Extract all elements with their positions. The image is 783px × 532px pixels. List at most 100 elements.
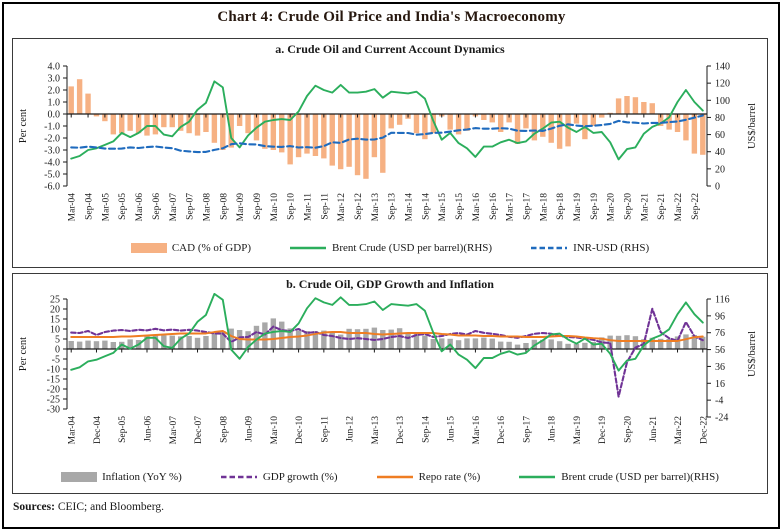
- svg-text:Mar-15: Mar-15: [438, 193, 448, 222]
- svg-text:Sep-17: Sep-17: [522, 193, 532, 220]
- svg-text:Jun-15: Jun-15: [447, 416, 457, 442]
- legend-swatch-line: [519, 475, 556, 479]
- svg-text:Dec-22: Dec-22: [699, 416, 709, 444]
- legend-item-repo-rate: Repo rate (%): [376, 471, 480, 483]
- svg-text:36: 36: [715, 362, 725, 373]
- panel-b-ylabel-left: Per cent: [18, 337, 29, 371]
- panel-a-line-inr-usd-rhs: [70, 114, 704, 154]
- svg-text:Jun-09: Jun-09: [245, 416, 255, 442]
- panel-b-chart: 25 20 15 10 5 0 -5 -10 -15 -20 -25 -30 116 96 76 56 36 16…: [13, 293, 767, 471]
- legend-swatch-bar: [61, 472, 98, 482]
- svg-text:4.0: 4.0: [48, 62, 61, 73]
- svg-text:Mar-07: Mar-07: [169, 193, 179, 222]
- svg-text:56: 56: [715, 345, 725, 356]
- svg-text:Mar-04: Mar-04: [68, 193, 78, 222]
- panel-a: a. Crude Oil and Current Account Dynamic…: [12, 38, 768, 268]
- svg-text:-3.0: -3.0: [44, 146, 60, 157]
- legend-swatch-line: [289, 246, 326, 250]
- svg-text:120: 120: [715, 79, 730, 90]
- svg-text:Jun-21: Jun-21: [649, 416, 659, 442]
- svg-text:Mar-16: Mar-16: [472, 193, 482, 222]
- legend-label: GDP growth (%): [262, 471, 338, 483]
- panel-a-legend: CAD (% of GDP) Brent Crude (USD per barre…: [13, 242, 767, 254]
- legend-label: Brent crude (USD per barrel)(RHS): [561, 471, 719, 483]
- legend-label: INR-USD (RHS): [573, 242, 650, 254]
- legend-swatch-line: [531, 246, 568, 250]
- svg-text:Mar-10: Mar-10: [270, 193, 280, 222]
- chart-title: Chart 4: Crude Oil Price and India's Mac…: [217, 9, 566, 25]
- svg-text:Dec-16: Dec-16: [497, 416, 507, 444]
- svg-text:Mar-20: Mar-20: [607, 193, 617, 222]
- svg-text:Mar-04: Mar-04: [68, 416, 78, 445]
- legend-item-brent-crude-usd-per-barrel-rhs: Brent Crude (USD per barrel)(RHS): [289, 242, 492, 254]
- svg-text:Sep-11: Sep-11: [320, 193, 330, 220]
- svg-text:-25: -25: [47, 395, 60, 406]
- svg-text:20: 20: [715, 164, 725, 175]
- svg-text:Mar-22: Mar-22: [674, 416, 684, 445]
- svg-text:Mar-09: Mar-09: [236, 193, 246, 222]
- svg-text:Jun-18: Jun-18: [548, 416, 558, 442]
- svg-text:Sep-07: Sep-07: [186, 193, 196, 220]
- panel-b-line-gdp-growth: [70, 307, 704, 398]
- panel-a-svg: 4.03.02.01.00.0-1.0-2.0-3.0-4.0-5.0-6.0 1…: [18, 62, 758, 222]
- svg-text:Mar-13: Mar-13: [371, 416, 381, 445]
- panel-a-ylabel-right: US$/barrel: [747, 103, 758, 149]
- source-text: CEIC; and Bloomberg.: [54, 501, 164, 513]
- svg-text:-10: -10: [47, 365, 60, 376]
- legend-item-gdp-growth: GDP growth (%): [220, 471, 338, 483]
- svg-text:1.0: 1.0: [48, 98, 61, 109]
- svg-text:-20: -20: [47, 385, 60, 396]
- source-label: Sources:: [13, 501, 55, 513]
- svg-text:-1.0: -1.0: [44, 122, 60, 133]
- svg-text:Mar-12: Mar-12: [337, 193, 347, 222]
- svg-text:Jun-12: Jun-12: [346, 416, 356, 442]
- svg-text:Mar-10: Mar-10: [270, 416, 280, 445]
- svg-text:Sep-10: Sep-10: [287, 193, 297, 220]
- panel-b-bars: [68, 318, 706, 349]
- svg-text:Mar-06: Mar-06: [135, 193, 145, 222]
- svg-text:Sep-13: Sep-13: [388, 193, 398, 220]
- svg-text:Sep-20: Sep-20: [624, 416, 634, 443]
- svg-text:25: 25: [50, 295, 60, 306]
- panel-b-legend: Inflation (YoY %) GDP growth (%) Repo rate…: [13, 471, 767, 483]
- svg-text:-4: -4: [715, 396, 723, 407]
- svg-text:140: 140: [715, 62, 730, 73]
- svg-text:76: 76: [715, 328, 725, 339]
- legend-item-cad-of-gdp: CAD (% of GDP): [130, 242, 251, 254]
- legend-item-brent-crude-usd-per-barrel-rhs: Brent crude (USD per barrel)(RHS): [518, 471, 719, 483]
- panel-b-line-brent-crude-usd-per-barrel-rhs: [70, 293, 704, 372]
- svg-text:15: 15: [50, 315, 60, 326]
- svg-text:Sep-16: Sep-16: [489, 193, 499, 220]
- svg-text:0: 0: [715, 182, 720, 193]
- svg-text:Sep-14: Sep-14: [421, 416, 431, 443]
- svg-text:Sep-05: Sep-05: [118, 193, 128, 220]
- panel-a-tick-labels: 4.03.02.01.00.0-1.0-2.0-3.0-4.0-5.0-6.0 1…: [44, 62, 730, 222]
- svg-text:-6.0: -6.0: [44, 182, 60, 193]
- svg-text:-30: -30: [47, 405, 60, 416]
- panel-b-ylabel-right: US$/barrel: [747, 331, 758, 377]
- panel-b: b. Crude Oil, GDP Growth and Inflation 2…: [12, 273, 768, 494]
- svg-text:Sep-22: Sep-22: [691, 193, 701, 220]
- svg-text:Sep-04: Sep-04: [85, 193, 95, 220]
- panel-b-title: b. Crude Oil, GDP Growth and Inflation: [286, 277, 494, 291]
- panel-a-axes: [63, 65, 711, 187]
- svg-text:Dec-07: Dec-07: [194, 416, 204, 444]
- svg-text:Sep-12: Sep-12: [354, 193, 364, 220]
- svg-text:Dec-13: Dec-13: [396, 416, 406, 444]
- svg-text:Mar-17: Mar-17: [506, 193, 516, 222]
- svg-text:Mar-05: Mar-05: [101, 193, 111, 222]
- svg-text:Dec-10: Dec-10: [295, 416, 305, 444]
- svg-text:96: 96: [715, 311, 725, 322]
- svg-text:Jun-06: Jun-06: [144, 416, 154, 442]
- svg-text:3.0: 3.0: [48, 74, 61, 85]
- svg-text:-15: -15: [47, 375, 60, 386]
- legend-swatch-bar: [130, 243, 167, 253]
- svg-text:Mar-11: Mar-11: [304, 193, 314, 221]
- panel-a-title: a. Crude Oil and Current Account Dynamic…: [275, 42, 505, 56]
- svg-text:40: 40: [715, 147, 725, 158]
- svg-text:Dec-04: Dec-04: [93, 416, 103, 444]
- svg-text:-5.0: -5.0: [44, 170, 60, 181]
